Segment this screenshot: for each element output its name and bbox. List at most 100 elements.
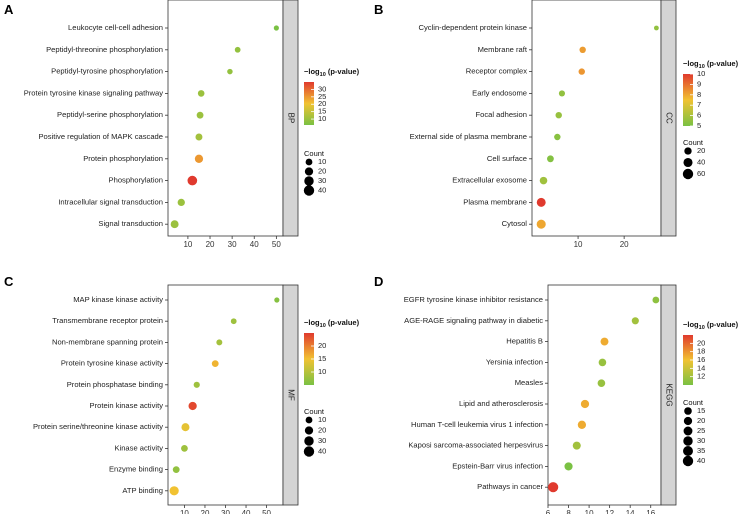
- data-point: [558, 90, 566, 97]
- data-point: [172, 466, 180, 473]
- x-tick-label: 40: [242, 509, 251, 514]
- panel-label: C: [4, 274, 14, 289]
- y-tick-label: Pathways in cancer: [477, 482, 543, 491]
- size-legend-label: 35: [697, 446, 705, 455]
- data-point: [216, 339, 223, 346]
- size-legend-dot: [683, 426, 693, 436]
- plot-area: [531, 0, 662, 237]
- data-point: [227, 68, 233, 75]
- colorbar-tick-label: 15: [318, 354, 326, 363]
- size-legend-dot: [684, 407, 692, 415]
- y-tick-label: Protein tyrosine kinase activity: [61, 359, 163, 368]
- data-point: [554, 133, 561, 141]
- y-tick-label: Protein serine/threonine kinase activity: [33, 422, 163, 431]
- data-point: [188, 401, 197, 411]
- data-point: [181, 445, 188, 452]
- data-point: [536, 219, 546, 229]
- colorbar-tick-label: 20: [318, 341, 326, 350]
- x-tick-label: 10: [183, 240, 192, 249]
- y-tick-label: Measles: [515, 378, 543, 387]
- facet-label: CC: [664, 112, 673, 124]
- colorbar: [304, 82, 314, 125]
- size-legend-label: 40: [697, 157, 705, 166]
- data-point: [194, 154, 204, 163]
- data-point: [577, 420, 587, 429]
- size-legend-label: 40: [318, 446, 326, 455]
- size-legend-dot: [683, 157, 693, 168]
- data-point: [193, 381, 200, 388]
- facet-label: KEGG: [664, 383, 673, 406]
- colorbar-tick-label: 5: [697, 121, 701, 130]
- y-tick-label: Cyclin-dependent protein kinase: [419, 23, 528, 32]
- data-point: [600, 337, 609, 346]
- data-point: [548, 482, 559, 493]
- y-tick-label: Phosphorylation: [109, 176, 163, 185]
- color-legend-title: −log10 (p-value): [683, 59, 739, 70]
- data-point: [211, 360, 219, 367]
- x-tick-label: 50: [262, 509, 271, 514]
- data-point: [177, 198, 185, 207]
- size-legend-label: 30: [318, 176, 326, 185]
- x-tick-label: 30: [221, 509, 230, 514]
- y-tick-label: Non-membrane spanning protein: [52, 337, 163, 346]
- x-tick-label: 12: [605, 509, 614, 514]
- size-legend-label: 60: [697, 169, 705, 178]
- x-tick-label: 8: [566, 509, 571, 514]
- colorbar-tick-label: 16: [697, 355, 705, 364]
- size-legend-dot: [304, 176, 314, 186]
- size-legend-label: 20: [697, 146, 705, 155]
- x-tick-label: 20: [620, 240, 629, 249]
- y-tick-label: External side of plasma membrane: [410, 132, 527, 141]
- y-tick-label: Peptidyl-threonine phosphorylation: [46, 45, 163, 54]
- data-point: [578, 68, 585, 75]
- size-legend-label: 10: [318, 415, 326, 424]
- colorbar: [683, 335, 693, 385]
- data-point: [230, 318, 237, 325]
- y-tick-label: Focal adhesion: [475, 110, 527, 119]
- data-point: [631, 317, 639, 325]
- data-point: [274, 297, 280, 303]
- data-point: [197, 90, 205, 97]
- color-legend-title: −log10 (p-value): [304, 67, 360, 78]
- y-tick-label: Extracellular exosome: [452, 176, 527, 185]
- data-point: [580, 399, 590, 409]
- facet-strip: [660, 0, 677, 237]
- y-tick-label: Protein phosphorylation: [83, 154, 163, 163]
- size-legend-dot: [682, 168, 694, 180]
- plot-area: [167, 0, 284, 237]
- data-point: [597, 379, 606, 388]
- y-tick-label: Early endosome: [472, 88, 527, 97]
- data-point: [555, 111, 562, 119]
- x-tick-label: 10: [585, 509, 594, 514]
- data-point: [187, 175, 198, 186]
- data-point: [579, 46, 586, 54]
- size-legend-label: 20: [697, 416, 705, 425]
- colorbar-tick-label: 25: [318, 92, 326, 101]
- colorbar-tick-label: 8: [697, 90, 701, 99]
- data-point: [572, 441, 581, 450]
- y-tick-label: Peptidyl-tyrosine phosphorylation: [51, 67, 163, 76]
- y-tick-label: Cytosol: [502, 219, 528, 228]
- panel-b: B CC 10 20 Cyclin-dependent protein kinase Me…: [374, 0, 739, 249]
- x-tick-label: 20: [201, 509, 210, 514]
- data-point: [169, 486, 179, 496]
- y-tick-label: Protein phosphatase binding: [67, 380, 163, 389]
- x-tick-label: 50: [272, 240, 281, 249]
- color-legend-title: −log10 (p-value): [683, 320, 739, 331]
- y-tick-label: EGFR tyrosine kinase inhibitor resistanc…: [404, 295, 543, 304]
- size-legend-label: 30: [318, 436, 326, 445]
- data-point: [195, 133, 203, 141]
- y-tick-label: Receptor complex: [466, 67, 527, 76]
- data-point: [536, 197, 546, 207]
- size-legend-title: Count: [304, 149, 325, 158]
- x-tick-label: 30: [228, 240, 237, 249]
- data-point: [234, 46, 241, 53]
- y-tick-label: Membrane raft: [478, 45, 528, 54]
- size-legend-dot: [304, 426, 314, 435]
- colorbar: [304, 333, 314, 385]
- colorbar-tick-label: 15: [318, 107, 326, 116]
- colorbar-tick-label: 9: [697, 79, 701, 88]
- size-legend-label: 20: [318, 166, 326, 175]
- y-tick-label: Yersinia infection: [486, 357, 543, 366]
